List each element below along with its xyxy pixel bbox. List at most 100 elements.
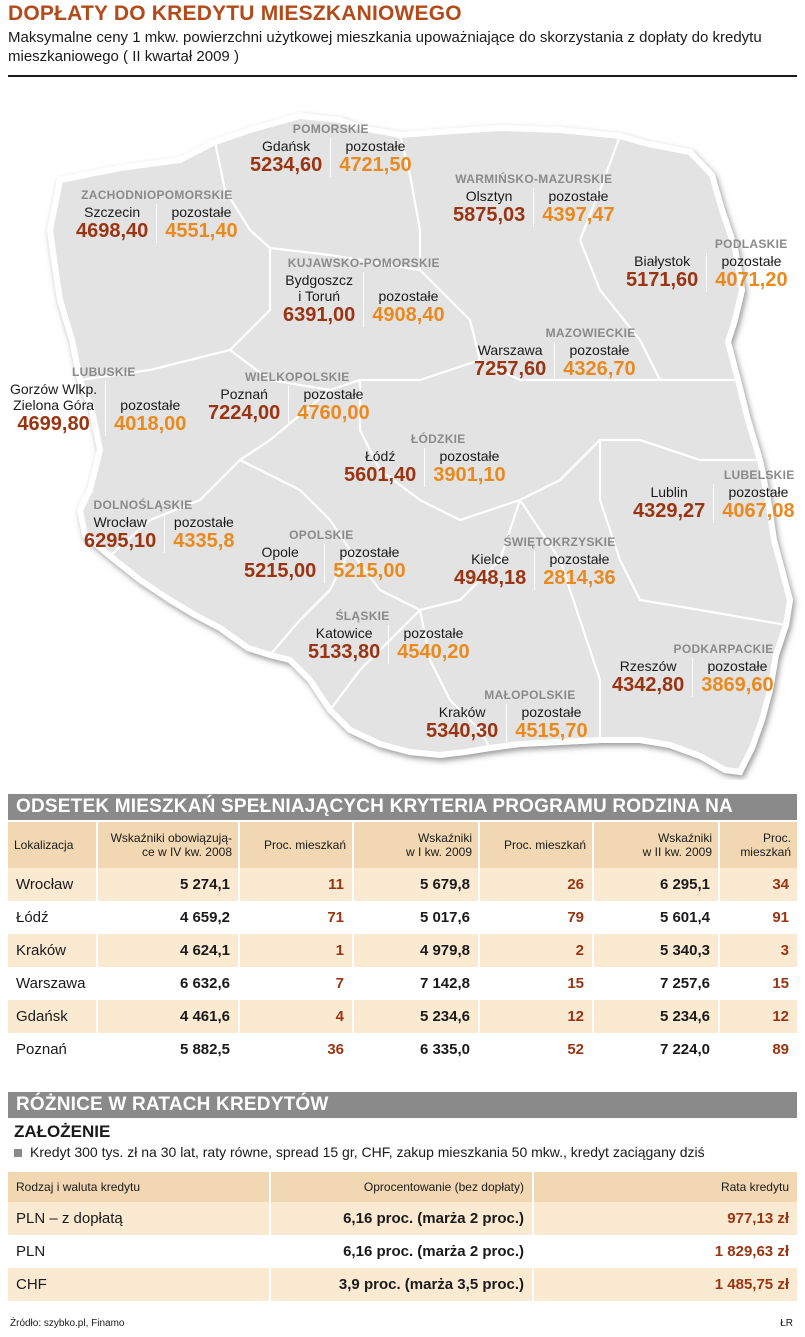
column-header: Wskaźniki w II kw. 2009 xyxy=(593,822,720,868)
section-title-odsetek: ODSETEK MIESZKAŃ SPEŁNIAJĄCYCH KRYTERIA … xyxy=(8,794,797,843)
other-value: 4335,8 xyxy=(173,530,235,552)
region-slaskie: ŚLĄSKIE Katowice 5133,80 pozostałe 4540,20 xyxy=(300,609,478,664)
other-value: 4071,20 xyxy=(715,269,788,291)
percent-cell: 7 xyxy=(239,967,354,1000)
city-value: 6391,00 xyxy=(283,304,356,326)
percent-cell: 71 xyxy=(239,901,354,934)
loan-type-cell: PLN – z dopłatą xyxy=(8,1202,271,1235)
interest-cell: 6,16 proc. (marża 2 proc.) xyxy=(270,1235,534,1268)
other-label: pozostałe xyxy=(339,544,400,560)
city-name: Olsztyn xyxy=(465,188,513,204)
region-name: DOLNOŚLĄSKIE xyxy=(93,498,193,512)
column-header: Wskaźniki w I kw. 2009 xyxy=(353,822,480,868)
city-name: Gdańsk xyxy=(262,138,311,154)
index-cell: 5 601,4 xyxy=(593,901,720,934)
other-label: pozostałe xyxy=(120,397,181,413)
column-header: Rata kredytu xyxy=(533,1172,797,1202)
region-name: WIELKOPOLSKIE xyxy=(245,370,350,384)
region-name: ŁÓDZKIE xyxy=(410,432,466,446)
index-cell: 6 295,1 xyxy=(593,868,720,901)
assumption-text: Kredyt 300 tys. zł na 30 lat, raty równe… xyxy=(30,1144,705,1160)
index-cell: 4 659,2 xyxy=(97,901,240,934)
index-cell: 5 340,3 xyxy=(593,934,720,967)
bullet-square-icon xyxy=(14,1149,22,1158)
table-row: Poznań 5 882,5 36 6 335,0 52 7 224,0 89 xyxy=(8,1033,797,1066)
city-name: Kielce xyxy=(471,551,510,567)
other-label: pozostałe xyxy=(707,658,768,674)
region-name: ZACHODNIOPOMORSKIE xyxy=(81,188,233,202)
interest-cell: 6,16 proc. (marża 2 proc.) xyxy=(270,1202,534,1235)
poland-map: POMORSKIE Gdańsk 5234,60 pozostałe 4721,50… xyxy=(0,80,805,780)
index-cell: 5 234,6 xyxy=(593,1000,720,1033)
city-name: Rzeszów xyxy=(619,658,677,674)
region-name: OPOLSKIE xyxy=(289,528,354,542)
column-header: Proc. mieszkań xyxy=(239,822,354,868)
table-row: Gdańsk 4 461,6 4 5 234,6 12 5 234,6 12 xyxy=(8,1000,797,1033)
city-value: 5601,40 xyxy=(344,464,417,486)
percent-cell: 15 xyxy=(479,967,594,1000)
percent-cell: 52 xyxy=(479,1033,594,1066)
percent-cell: 79 xyxy=(479,901,594,934)
other-value: 3901,10 xyxy=(433,464,506,486)
percent-cell: 36 xyxy=(239,1033,354,1066)
city-value: 5234,60 xyxy=(250,154,323,176)
index-cell: 5 679,8 xyxy=(353,868,480,901)
percent-cell: 34 xyxy=(719,868,797,901)
other-label: pozostałe xyxy=(403,625,464,641)
other-value: 4018,00 xyxy=(114,413,187,435)
assumption-title: ZAŁOŻENIE xyxy=(14,1122,111,1141)
percent-cell: 11 xyxy=(239,868,354,901)
percent-cell: 4 xyxy=(239,1000,354,1033)
map-shape xyxy=(46,112,794,776)
odsetek-table: Lokalizacja Wskaźniki obowiązują- ce w I… xyxy=(8,822,797,1066)
table-row: PLN – z dopłatą 6,16 proc. (marża 2 proc.… xyxy=(8,1202,797,1235)
rate-cell: 1 829,63 zł xyxy=(714,1243,789,1260)
poland-outline xyxy=(46,112,794,776)
region-wielkopolskie: WIELKOPOLSKIE Poznań 7224,00 pozostałe 476… xyxy=(200,370,378,425)
other-value: 4397,47 xyxy=(542,204,615,226)
city-value: 4699,80 xyxy=(17,413,90,435)
other-value: 4760,00 xyxy=(297,402,370,424)
assumption-item: Kredyt 300 tys. zł na 30 lat, raty równe… xyxy=(14,1144,705,1160)
other-label: pozostałe xyxy=(549,551,610,567)
region-dolnoslaskie: DOLNOŚLĄSKIE Wrocław 6295,10 pozostałe 433… xyxy=(76,498,242,553)
other-label: pozostałe xyxy=(173,514,234,530)
other-label: pozostałe xyxy=(439,448,500,464)
region-name: ŚLĄSKIE xyxy=(335,609,390,623)
city-name: Katowice xyxy=(315,625,373,641)
city-value: 5133,80 xyxy=(308,641,381,663)
source-note: Źródło: szybko.pl, Finamo xyxy=(10,1318,125,1329)
table-row: Kraków 4 624,1 1 4 979,8 2 5 340,3 3 xyxy=(8,934,797,967)
other-label: pozostałe xyxy=(303,386,364,402)
other-value: 4908,40 xyxy=(372,304,445,326)
city-value: 6295,10 xyxy=(84,530,157,552)
index-cell: 4 461,6 xyxy=(97,1000,240,1033)
rate-cell: 1 485,75 zł xyxy=(533,1268,797,1301)
percent-cell: 2 xyxy=(479,934,594,967)
city-name: Lublin xyxy=(650,484,688,500)
region-lodzkie: ŁÓDZKIE Łódź 5601,40 pozostałe 3901,10 xyxy=(336,432,514,487)
index-cell: 7 224,0 xyxy=(593,1033,720,1066)
city-name: Łódź xyxy=(364,448,396,464)
city-value: 5875,03 xyxy=(453,204,526,226)
other-label: pozostałe xyxy=(721,253,782,269)
other-label: pozostałe xyxy=(378,288,439,304)
region-name: LUBELSKIE xyxy=(723,468,795,482)
city-name: Szczecin xyxy=(84,204,141,220)
other-value: 4326,70 xyxy=(563,358,636,380)
other-label: pozostałe xyxy=(548,188,609,204)
other-label: pozostałe xyxy=(569,342,630,358)
percent-cell: 12 xyxy=(479,1000,594,1033)
table-row: Łódź 4 659,2 71 5 017,6 79 5 601,4 91 xyxy=(8,901,797,934)
region-malopolskie: MAŁOPOLSKIE Kraków 5340,30 pozostałe 4515,… xyxy=(418,688,596,743)
other-label: pozostałe xyxy=(171,204,232,220)
region-name: ŚWIĘTOKRZYSKIE xyxy=(503,535,616,549)
region-podkarpackie: PODKARPACKIE Rzeszów 4342,80 pozostałe 386… xyxy=(604,642,782,697)
region-name: POMORSKIE xyxy=(292,122,369,136)
percent-cell: 1 xyxy=(239,934,354,967)
other-label: pozostałe xyxy=(345,138,406,154)
percent-cell: 15 xyxy=(772,975,789,992)
city-value: 5215,00 xyxy=(244,560,317,582)
region-name: MAŁOPOLSKIE xyxy=(484,688,576,702)
city-value: 5171,60 xyxy=(626,269,699,291)
